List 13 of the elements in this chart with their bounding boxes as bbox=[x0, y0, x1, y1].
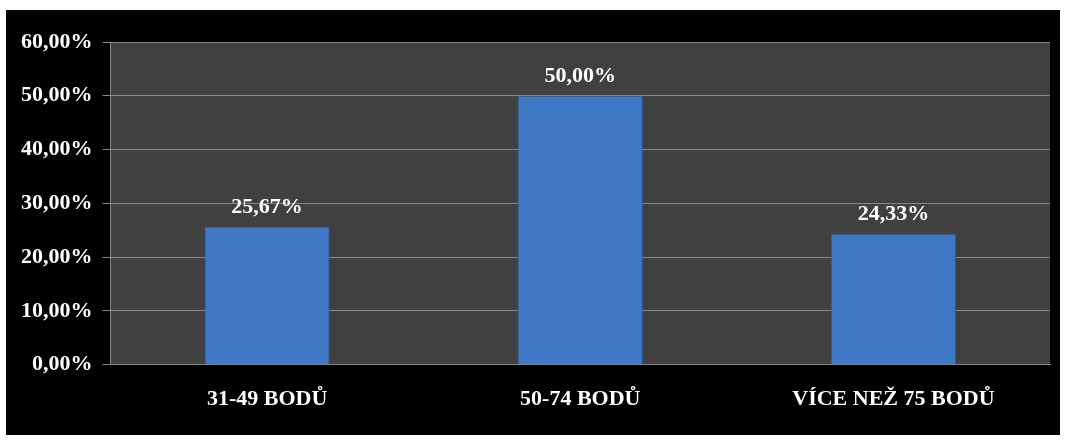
data-label: 50,00% bbox=[544, 62, 616, 88]
x-tick-label: VÍCE NEŽ 75 BODŮ bbox=[792, 385, 995, 411]
y-tick-label: 50,00% bbox=[21, 81, 93, 107]
data-label: 25,67% bbox=[231, 193, 303, 219]
x-tick-label: 31-49 BODŮ bbox=[206, 385, 328, 411]
y-tick-label: 10,00% bbox=[21, 296, 93, 322]
y-tick-label: 30,00% bbox=[21, 188, 93, 214]
data-label: 24,33% bbox=[857, 200, 930, 226]
y-tick-label: 60,00% bbox=[21, 27, 93, 53]
x-tick-label: 50-74 BODŮ bbox=[520, 385, 641, 411]
y-tick-label: 20,00% bbox=[21, 242, 93, 268]
y-tick-label: 0,00% bbox=[32, 350, 93, 376]
y-tick-label: 40,00% bbox=[21, 135, 93, 161]
